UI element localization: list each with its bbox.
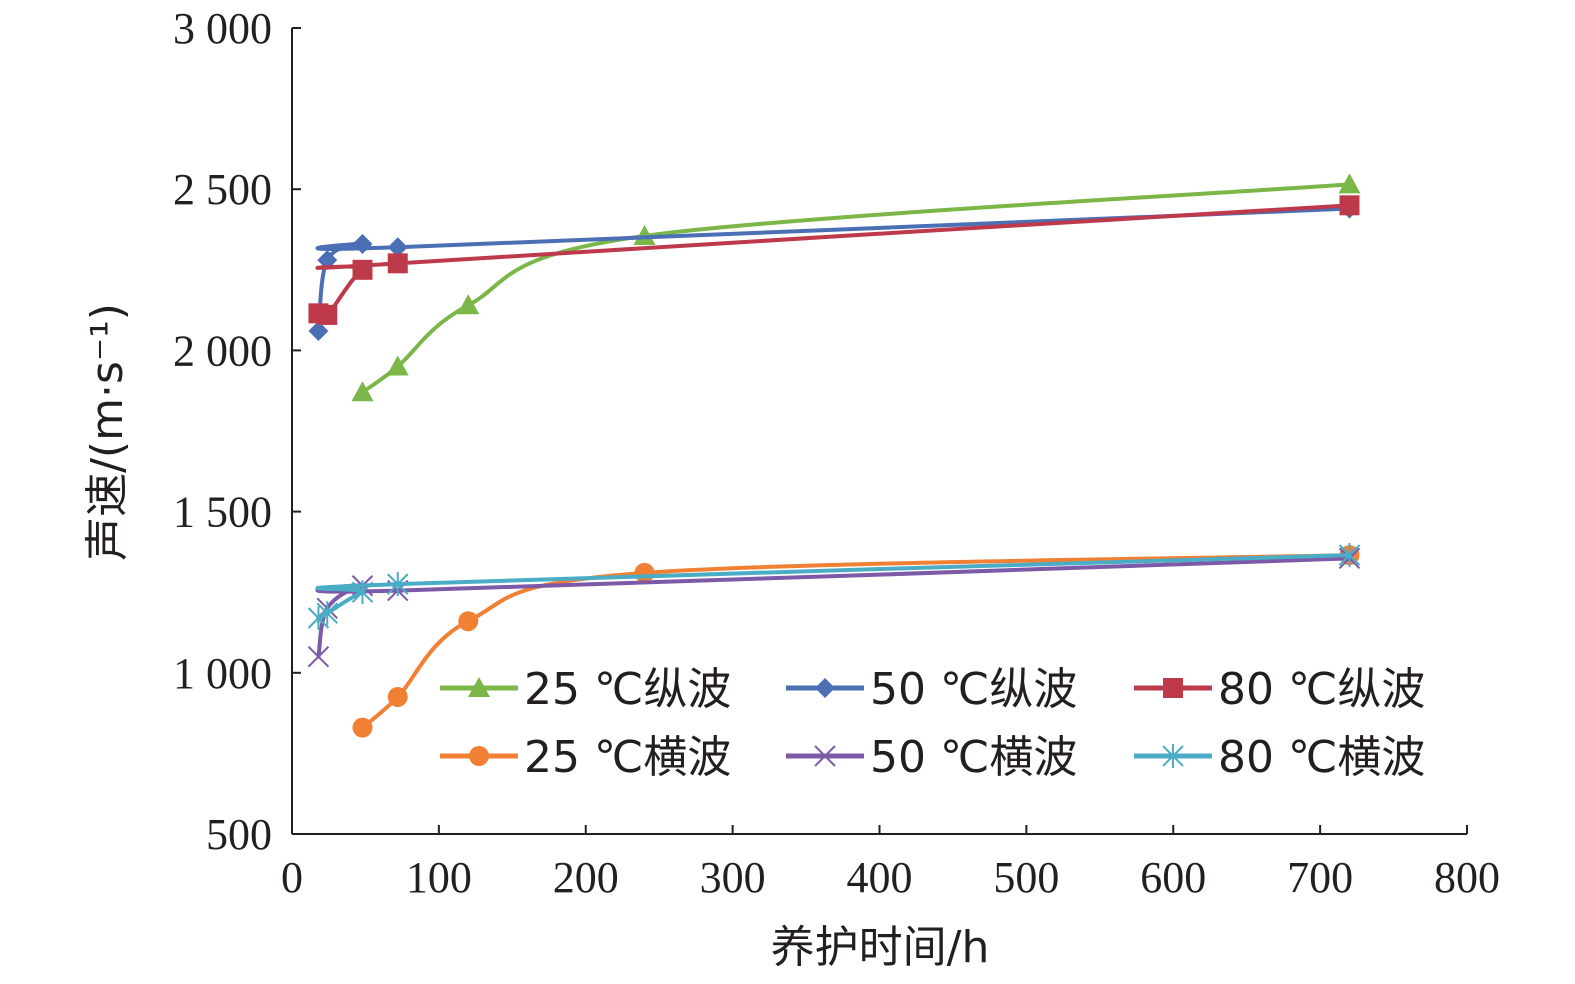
data-point xyxy=(352,259,373,280)
legend-item: 50 ℃横波 xyxy=(786,732,1077,783)
data-point xyxy=(351,580,374,605)
legend-label: 50 ℃纵波 xyxy=(870,664,1077,715)
y-axis-title: 声速/(m·s⁻¹) xyxy=(82,303,133,561)
x-tick-label: 600 xyxy=(1140,853,1206,902)
data-point xyxy=(633,224,656,245)
data-point xyxy=(1339,195,1360,216)
x-tick-label: 0 xyxy=(281,853,303,902)
x-axis-title: 养护时间/h xyxy=(771,922,990,973)
legend: 25 ℃纵波 50 ℃纵波 80 ℃纵波 25 ℃横波 50 ℃横波 80 ℃横波 xyxy=(440,664,1425,783)
series-3 xyxy=(308,195,1360,325)
data-point xyxy=(1338,173,1361,194)
series-6 xyxy=(307,543,1361,630)
series-line xyxy=(315,556,1352,659)
data-point xyxy=(458,611,479,632)
y-tick-label: 2 500 xyxy=(173,165,272,214)
data-point xyxy=(457,294,480,315)
x-tick-label: 100 xyxy=(406,853,472,902)
data-point xyxy=(352,234,373,255)
data-point xyxy=(316,601,338,626)
legend-item: 80 ℃横波 xyxy=(1134,732,1425,783)
y-tick-label: 1 000 xyxy=(173,649,272,698)
legend-label: 80 ℃纵波 xyxy=(1218,664,1425,715)
legend-label: 25 ℃横波 xyxy=(524,732,731,783)
y-tick-label: 2 000 xyxy=(173,326,272,375)
legend-label: 80 ℃横波 xyxy=(1218,732,1425,783)
data-point xyxy=(352,717,373,738)
data-point xyxy=(387,686,408,707)
data-point xyxy=(386,355,409,376)
y-tick-label: 1 500 xyxy=(173,488,272,537)
legend-marker xyxy=(815,678,835,698)
legend-item: 50 ℃纵波 xyxy=(786,664,1077,715)
series-line xyxy=(315,553,1352,620)
x-tick-label: 400 xyxy=(847,853,913,902)
data-point xyxy=(308,321,329,342)
series-1 xyxy=(351,173,1361,402)
legend-marker xyxy=(1163,678,1183,698)
series-layer xyxy=(307,173,1361,738)
legend-label: 50 ℃横波 xyxy=(870,732,1077,783)
legend-marker xyxy=(1162,744,1184,768)
legend-marker xyxy=(469,746,489,766)
data-point xyxy=(634,562,655,583)
legend-marker xyxy=(814,745,836,767)
data-point xyxy=(317,304,338,325)
x-tick-label: 500 xyxy=(993,853,1059,902)
ticks xyxy=(292,27,1468,835)
legend-label: 25 ℃纵波 xyxy=(524,664,731,715)
legend-item: 80 ℃纵波 xyxy=(1134,664,1425,715)
data-point xyxy=(307,645,330,668)
data-point xyxy=(387,253,408,274)
x-tick-label: 700 xyxy=(1287,853,1353,902)
data-point xyxy=(387,237,408,258)
x-tick-label: 200 xyxy=(553,853,619,902)
data-point xyxy=(351,381,374,402)
data-point xyxy=(387,572,409,597)
legend-item: 25 ℃纵波 xyxy=(440,664,731,715)
legend-item: 25 ℃横波 xyxy=(440,732,731,783)
y-tick-label: 500 xyxy=(206,810,272,859)
data-point xyxy=(1338,543,1361,568)
series-line xyxy=(315,203,1352,320)
x-tick-label: 300 xyxy=(700,853,766,902)
tick-labels: 0 100 200 300 400 500 600 700 800 500 1 000 1 500 2 … xyxy=(173,4,1500,902)
y-tick-label: 3 000 xyxy=(173,4,272,53)
x-tick-label: 800 xyxy=(1434,853,1500,902)
legend-marker xyxy=(468,677,490,697)
